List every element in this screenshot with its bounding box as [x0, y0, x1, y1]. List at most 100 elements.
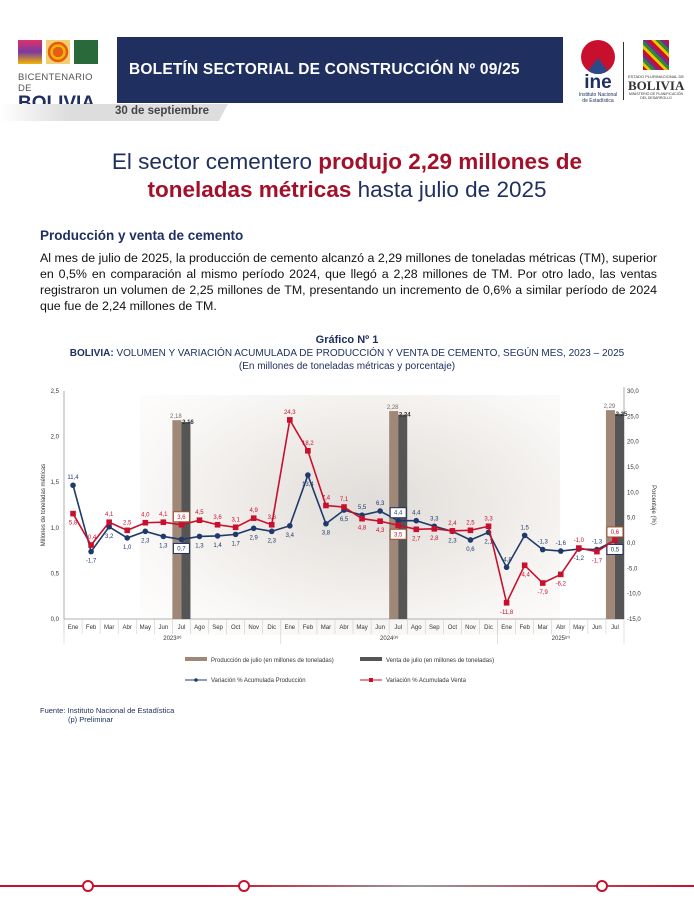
x-tick-label: Sep — [429, 625, 440, 631]
sales-data-label: 3,1 — [231, 517, 240, 523]
date-bar — [0, 104, 228, 121]
x-tick-label: Ene — [284, 625, 295, 631]
source-note: Fuente: Instituto Nacional de Estadístic… — [40, 706, 175, 715]
production-point — [178, 536, 185, 543]
y2-tick-label: 10,0 — [627, 490, 639, 496]
sales-bar-label: 2,16 — [182, 420, 194, 426]
footer-dot — [82, 880, 94, 892]
y2-tick-label: 30,0 — [627, 389, 639, 395]
july-label-box — [389, 507, 407, 519]
section-title: Producción y venta de cemento — [40, 228, 244, 243]
production-data-label: 0,6 — [466, 547, 475, 553]
production-data-label: 0,5 — [611, 547, 620, 553]
year-label: 2024(p) — [380, 634, 399, 642]
production-data-label: 2,9 — [250, 535, 259, 541]
production-data-label: 1,0 — [123, 545, 132, 551]
production-data-label: 6,3 — [376, 501, 385, 507]
x-tick-label: Nov — [465, 625, 476, 631]
sales-data-label: -1,0 — [574, 538, 585, 544]
x-tick-label: Feb — [86, 625, 97, 631]
x-tick-label: Abr — [556, 625, 565, 631]
sales-data-label: 4,9 — [250, 508, 259, 514]
production-data-label: 2,3 — [268, 538, 277, 544]
sales-data-label: -1,7 — [592, 559, 603, 565]
x-tick-label: Sep — [212, 625, 223, 631]
july-label-box — [172, 542, 190, 554]
production-point — [539, 546, 546, 553]
production-data-label: 2,3 — [448, 538, 457, 544]
production-point — [106, 523, 112, 530]
production-data-label: 1,3 — [159, 543, 168, 549]
sales-point — [88, 542, 94, 548]
sales-point — [503, 599, 510, 606]
year-label: 2025(p) — [552, 634, 571, 642]
sales-point — [377, 518, 383, 525]
sales-point — [214, 521, 221, 528]
sales-data-label: 0,6 — [611, 530, 620, 536]
sales-point — [539, 580, 546, 586]
sales-data-label: 5,8 — [69, 521, 78, 527]
production-data-label: -4,8 — [501, 557, 512, 563]
sales-point — [196, 517, 203, 523]
preliminary-note: (p) Preliminar — [68, 715, 114, 724]
y-tick-label: 2,0 — [51, 435, 60, 441]
y2-tick-label: -10,0 — [627, 592, 641, 598]
sales-point — [232, 524, 239, 531]
sales-data-label: 3,3 — [484, 516, 493, 522]
y2-axis-label: Porcentaje (%) — [650, 485, 656, 525]
sales-point — [449, 528, 456, 534]
production-data-label: 11,4 — [67, 475, 79, 481]
production-bar-label: 2,29 — [604, 404, 616, 410]
sales-data-label: 2,5 — [466, 520, 475, 526]
sales-point — [160, 519, 167, 526]
production-data-label: 1,3 — [195, 543, 204, 549]
sales-point — [124, 527, 131, 534]
sales-point — [467, 527, 474, 534]
production-point — [88, 548, 94, 555]
production-data-label: -1,2 — [574, 556, 585, 562]
production-point — [395, 517, 401, 524]
production-point — [557, 548, 564, 554]
production-data-label: 3,4 — [286, 533, 295, 539]
sales-bar — [614, 413, 624, 619]
production-data-label: 3,2 — [105, 534, 114, 540]
body-paragraph: Al mes de julio de 2025, la producción d… — [40, 251, 657, 313]
sales-data-label: 7,4 — [322, 496, 331, 502]
x-tick-label: May — [573, 625, 584, 631]
y2-tick-label: 15,0 — [627, 465, 639, 471]
x-tick-label: Mar — [321, 625, 331, 631]
sales-data-label: 4,1 — [105, 512, 114, 518]
sales-point — [142, 519, 149, 526]
sales-point — [431, 526, 438, 532]
y2-tick-label: 25,0 — [627, 414, 639, 420]
y2-tick-label: -15,0 — [627, 617, 641, 623]
y2-tick-label: 20,0 — [627, 440, 639, 446]
sales-point — [287, 417, 293, 423]
production-data-label: -1,3 — [592, 540, 603, 546]
sales-point — [359, 515, 365, 522]
y-tick-label: 1,5 — [51, 480, 60, 486]
production-point — [142, 528, 149, 535]
x-tick-label: Oct — [448, 625, 458, 631]
ine-mark-icon — [581, 40, 615, 74]
sales-point — [395, 522, 401, 529]
sales-data-label: 24,3 — [284, 410, 296, 416]
production-data-label: 1,7 — [231, 541, 240, 547]
sales-point — [576, 545, 582, 551]
background-photo — [140, 395, 560, 635]
production-data-label: 4,4 — [412, 511, 421, 517]
production-point — [503, 564, 510, 571]
sales-point — [70, 510, 76, 517]
footer-dot — [596, 880, 608, 892]
sales-data-label: 3,6 — [177, 515, 186, 521]
production-point — [377, 508, 383, 514]
production-data-label: 5,5 — [358, 505, 367, 511]
x-tick-label: Nov — [248, 625, 259, 631]
y-tick-label: 0,0 — [51, 617, 60, 623]
x-tick-label: Dic — [267, 625, 276, 631]
production-data-label: 2,3 — [141, 538, 150, 544]
legend-label: Variación % Acumulada Producción — [211, 678, 306, 684]
x-tick-label: Mar — [104, 625, 114, 631]
y2-tick-label: 0,0 — [627, 541, 636, 547]
headline: El sector cementero produjo 2,29 millone… — [111, 149, 583, 202]
